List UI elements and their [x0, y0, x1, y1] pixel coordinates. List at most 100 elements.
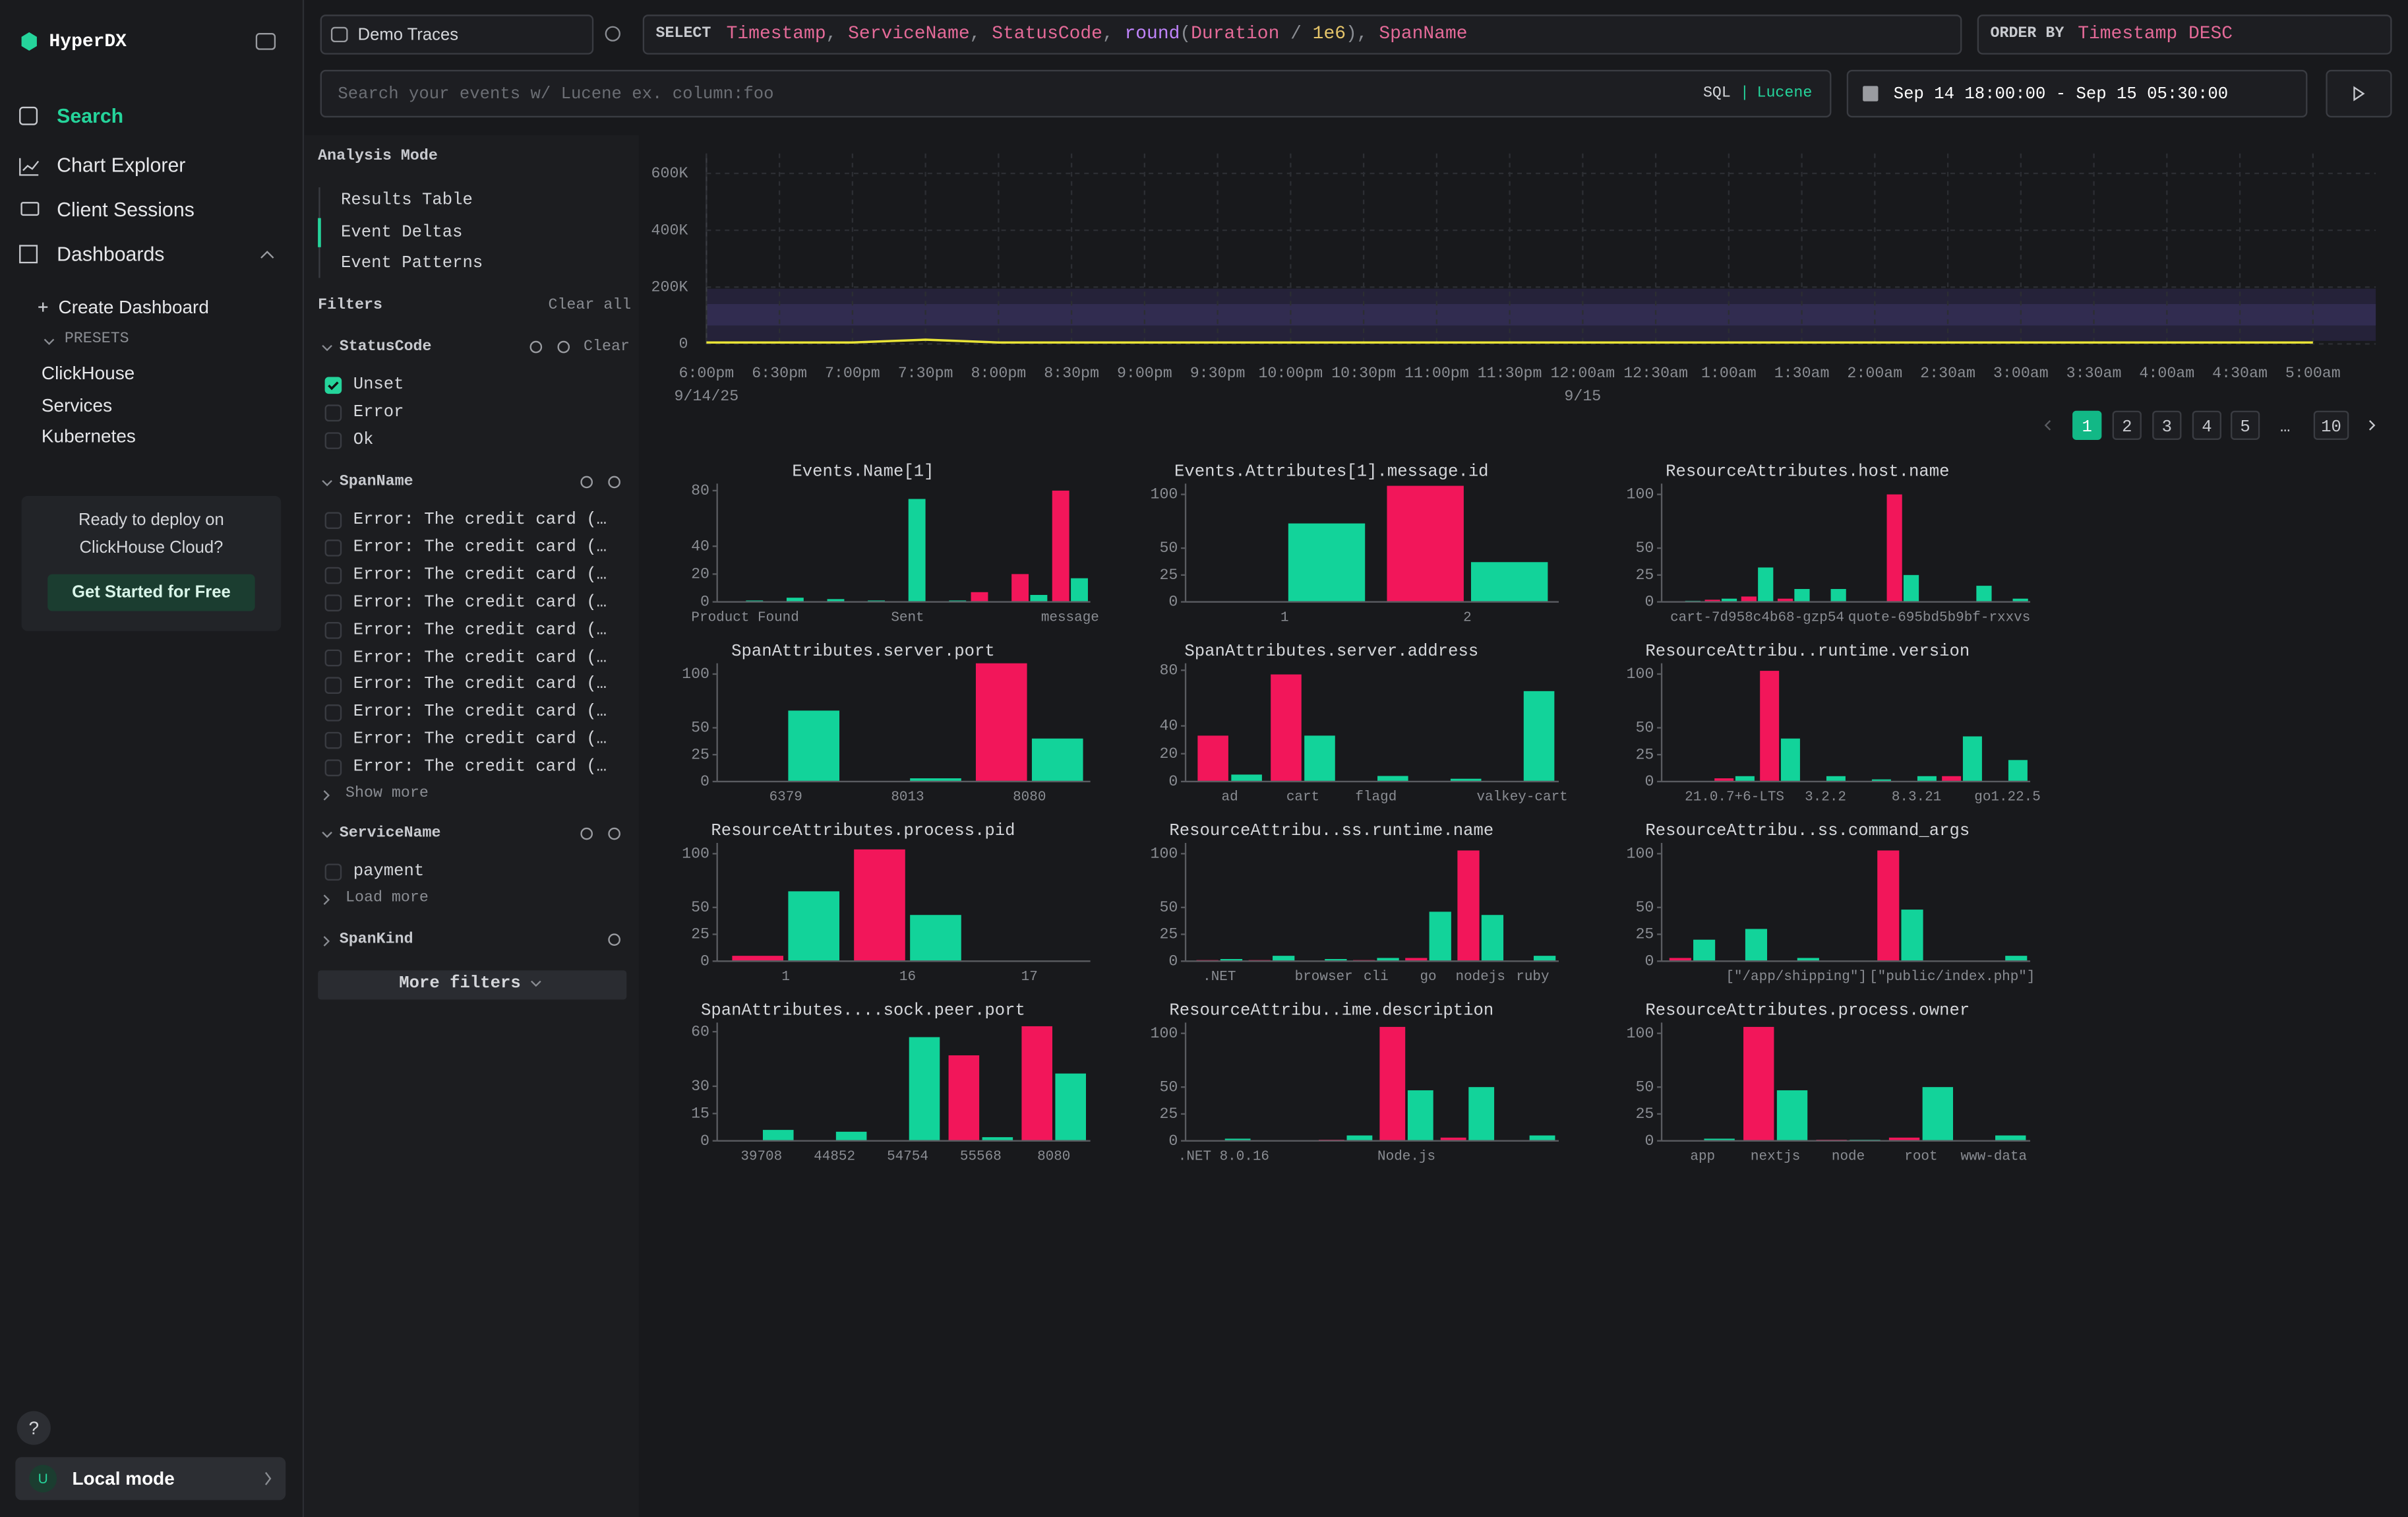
- filter-group-name[interactable]: StatusCode: [339, 339, 432, 357]
- bar: [1693, 939, 1716, 962]
- page-label[interactable]: 10: [2321, 418, 2341, 437]
- analysis-mode[interactable]: Event Deltas: [341, 223, 463, 242]
- query-token: Duration: [1191, 22, 1280, 45]
- filter-group-name[interactable]: ServiceName: [339, 826, 441, 844]
- page-label[interactable]: 2: [2122, 418, 2132, 437]
- mode-label[interactable]: Local mode: [72, 1468, 175, 1490]
- analysis-mode[interactable]: Results Table: [341, 191, 473, 210]
- page-label[interactable]: 3: [2162, 418, 2172, 437]
- filter-icon: [580, 476, 593, 489]
- filter-option[interactable]: Unset: [353, 376, 404, 395]
- create-dashboard[interactable]: Create Dashboard: [58, 296, 209, 318]
- y-tick-label: 100: [1151, 845, 1178, 862]
- checkbox: [324, 540, 342, 557]
- bar: [1429, 912, 1451, 962]
- filter-option[interactable]: Error: The credit card (…: [353, 703, 607, 722]
- help-label[interactable]: ?: [28, 1417, 40, 1439]
- search-box[interactable]: [320, 69, 1832, 118]
- checkbox: [324, 863, 342, 881]
- y-tick-label: 0: [1644, 1132, 1654, 1150]
- filter-option[interactable]: Error: [353, 404, 404, 423]
- y-tick-label: 50: [691, 720, 709, 737]
- nav-item[interactable]: Client Sessions: [57, 198, 195, 222]
- mode-bar[interactable]: [15, 1457, 286, 1501]
- chart-title: ResourceAttributes.process.owner: [1645, 1001, 1970, 1020]
- filter-option[interactable]: Error: The credit card (…: [353, 566, 607, 585]
- show-more[interactable]: Load more: [346, 890, 429, 908]
- source-select[interactable]: [320, 15, 594, 55]
- x-tick-label: go1.22.5: [1974, 790, 2041, 805]
- select-query[interactable]: Timestamp, ServiceName, StatusCode, roun…: [727, 23, 1468, 45]
- query-token: ServiceName: [848, 22, 970, 45]
- page-label[interactable]: 1: [2082, 418, 2092, 437]
- x-tick-label: 6:30pm: [752, 365, 807, 382]
- bar: [1794, 588, 1810, 602]
- query-token: ,: [969, 22, 992, 45]
- filter-option[interactable]: Error: The credit card (…: [353, 621, 607, 640]
- x-tick-label: 17: [1021, 970, 1038, 985]
- bar: [1995, 1135, 2026, 1141]
- bar: [1071, 578, 1088, 602]
- filter-option[interactable]: Error: The credit card (…: [353, 676, 607, 695]
- filter-option[interactable]: payment: [353, 863, 425, 882]
- date-box[interactable]: [1846, 69, 2308, 118]
- analysis-mode[interactable]: Event Patterns: [341, 255, 483, 274]
- bar: [786, 598, 804, 602]
- sql-toggle[interactable]: SQL: [1702, 86, 1731, 103]
- order-box[interactable]: [1977, 15, 2392, 55]
- source-name[interactable]: Demo Traces: [357, 26, 459, 45]
- clear-all[interactable]: Clear all: [548, 297, 632, 315]
- bar: [1031, 738, 1083, 782]
- filter-option[interactable]: Error: The credit card (…: [353, 758, 607, 778]
- more-filters[interactable]: More filters: [399, 975, 521, 994]
- y-tick-label: 0: [1168, 952, 1178, 970]
- y-tick-label: 50: [1635, 899, 1654, 916]
- bar: [1704, 1138, 1735, 1141]
- filter-icon: [529, 340, 543, 354]
- preset-link[interactable]: ClickHouse: [41, 362, 135, 384]
- gear-icon[interactable]: [605, 26, 620, 42]
- filter-group-name[interactable]: SpanName: [339, 474, 413, 491]
- filter-option[interactable]: Error: The credit card (…: [353, 538, 607, 557]
- page-label[interactable]: …: [2280, 418, 2290, 437]
- nav-item[interactable]: Dashboards: [57, 242, 165, 266]
- page-label[interactable]: 4: [2202, 418, 2212, 437]
- filter-option[interactable]: Error: The credit card (…: [353, 594, 607, 613]
- bar: [1704, 600, 1720, 602]
- y-tick-label: 25: [1159, 567, 1178, 584]
- preset-link[interactable]: Kubernetes: [41, 425, 136, 447]
- chevron: [323, 894, 330, 905]
- more-filters-button[interactable]: [318, 970, 627, 1000]
- sessions-icon: [20, 202, 40, 216]
- search-icon: [19, 106, 38, 125]
- select-box[interactable]: [642, 15, 1962, 55]
- promo-button[interactable]: Get Started for Free: [72, 583, 231, 602]
- filter-option[interactable]: Error: The credit card (…: [353, 648, 607, 667]
- clear-filter[interactable]: Clear: [584, 339, 630, 357]
- show-more[interactable]: Show more: [346, 786, 429, 803]
- date-label: 9/15: [1564, 388, 1601, 405]
- filter-option[interactable]: Ok: [353, 431, 374, 450]
- lucene-toggle[interactable]: Lucene: [1757, 86, 1813, 103]
- bar: [1224, 1138, 1251, 1141]
- promo-button-bg[interactable]: [47, 574, 255, 611]
- order-value[interactable]: Timestamp DESC: [2078, 22, 2233, 45]
- y-tick-label: 0: [700, 1132, 709, 1150]
- chart-title: ResourceAttributes.host.name: [1666, 462, 1949, 481]
- search-placeholder[interactable]: Search your events w/ Lucene ex. column:…: [338, 86, 774, 105]
- bar: [1271, 674, 1302, 782]
- query-token: ,: [826, 22, 849, 45]
- filter-group-name[interactable]: SpanKind: [339, 932, 413, 949]
- page-label[interactable]: 5: [2240, 418, 2250, 437]
- filter-option[interactable]: Error: The credit card (…: [353, 511, 607, 530]
- y-tick-label: 60: [691, 1023, 709, 1040]
- date-range[interactable]: Sep 14 18:00:00 - Sep 15 05:30:00: [1893, 86, 2229, 105]
- filter-option[interactable]: Error: The credit card (…: [353, 731, 607, 750]
- nav-item[interactable]: Chart Explorer: [57, 153, 186, 177]
- run-button[interactable]: [2326, 69, 2392, 118]
- preset-link[interactable]: Services: [41, 394, 113, 416]
- nav-item[interactable]: Search: [57, 104, 124, 128]
- help-button[interactable]: [16, 1411, 51, 1445]
- x-tick-label: 6:00pm: [678, 365, 734, 382]
- x-tick-label: 5:00am: [2285, 365, 2341, 382]
